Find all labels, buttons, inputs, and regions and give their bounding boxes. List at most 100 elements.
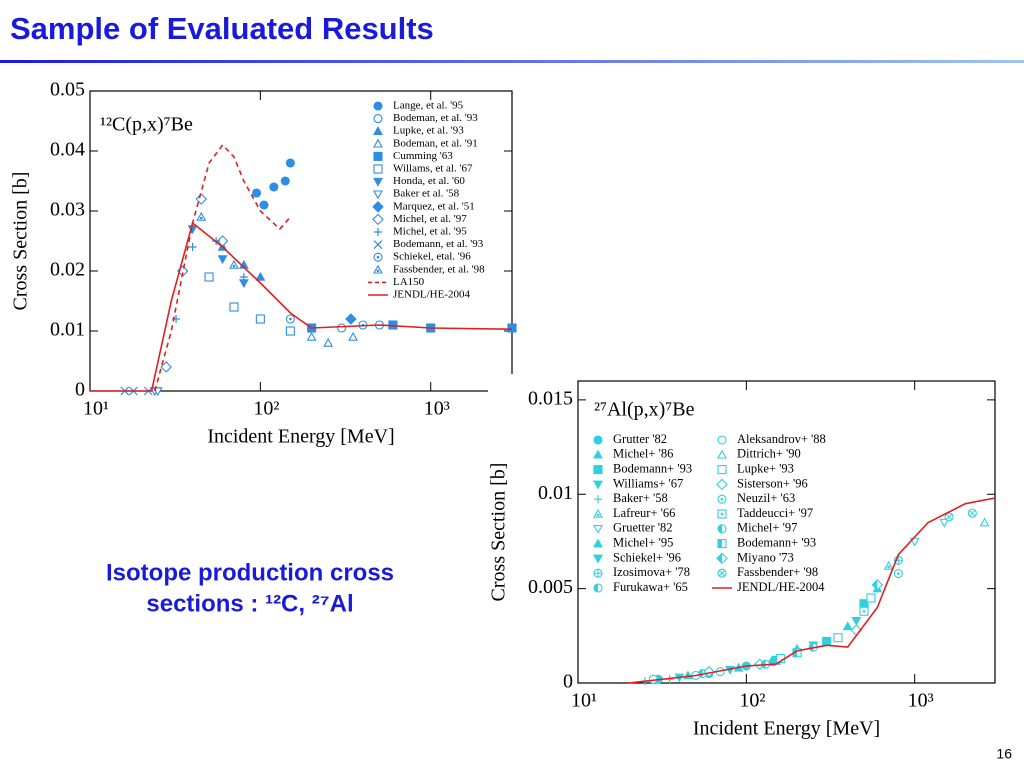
legend-label: Schiekel+ '96 — [613, 550, 681, 564]
caption-line: Isotope production cross — [106, 559, 394, 586]
marker-shape — [199, 216, 203, 220]
legend-label: Bodeman, et al. '93 — [393, 112, 478, 124]
legend-label: Izosimova+ '78 — [613, 565, 690, 579]
legend-swatch — [373, 164, 383, 174]
x-tick-label: 10² — [253, 398, 279, 420]
marker-shape — [594, 495, 602, 504]
legend-swatch — [374, 228, 382, 236]
x-tick-label: 10¹ — [571, 690, 597, 712]
x-tick-label: 10¹ — [83, 398, 109, 420]
data-point — [306, 331, 317, 341]
legend-swatch — [593, 435, 603, 445]
marker-shape — [217, 255, 228, 265]
data-point — [269, 182, 279, 192]
marker-shape — [289, 317, 292, 321]
marker-shape — [255, 271, 266, 281]
marker-shape — [716, 478, 728, 491]
legend-swatch — [593, 554, 603, 564]
marker-shape — [866, 593, 876, 603]
marker-shape — [851, 616, 862, 626]
marker-shape — [373, 190, 383, 200]
marker-shape — [594, 584, 598, 592]
marker-shape — [376, 269, 380, 273]
marker-shape — [717, 553, 722, 564]
marker-shape — [822, 636, 832, 647]
legend-swatch — [594, 495, 602, 504]
marker-shape — [239, 273, 248, 281]
chart-background — [488, 374, 1018, 746]
data-point — [893, 568, 903, 579]
legend-swatch — [717, 494, 727, 504]
legend-swatch — [593, 449, 603, 459]
slide-title: Sample of Evaluated Results — [10, 11, 434, 46]
data-point — [967, 508, 977, 518]
plot-frame — [577, 380, 996, 684]
plot-frame — [89, 90, 513, 392]
legend-swatch — [372, 213, 384, 226]
marker-shape — [252, 188, 262, 198]
marker-shape — [718, 570, 726, 577]
y-tick-label: 0.01 — [50, 319, 85, 341]
x-axis-label: Incident Energy [MeV] — [207, 426, 394, 448]
data-point — [871, 579, 884, 591]
y-tick-label: 0.05 — [50, 79, 85, 101]
marker-shape — [593, 508, 603, 518]
marker-shape — [188, 243, 197, 251]
legend-swatch — [717, 465, 727, 475]
marker-shape — [204, 272, 214, 282]
y-tick-label: 0.04 — [50, 139, 85, 161]
marker-shape — [593, 449, 603, 459]
title-rule — [0, 60, 1024, 63]
marker-shape — [229, 302, 239, 312]
marker-shape — [285, 158, 295, 168]
data-point — [160, 361, 172, 373]
legend-swatch — [373, 151, 383, 161]
marker-shape — [593, 465, 603, 475]
data-point — [239, 273, 248, 281]
legend-swatch — [593, 465, 603, 475]
marker-shape — [373, 151, 383, 161]
legend-label: Schiekel, etal. '96 — [393, 251, 471, 263]
data-point — [507, 323, 517, 333]
marker-shape — [594, 569, 602, 578]
charts: 0 0.01 0.02 0.03 0.04 0.05 10¹ 10² 10³ Incident E… — [10, 79, 1018, 746]
legend-swatch — [373, 126, 383, 135]
data-point — [842, 621, 853, 631]
data-point — [280, 176, 290, 186]
legend-label: Baker et al. '58 — [393, 188, 460, 200]
marker-shape — [160, 361, 172, 373]
legend-label: Fassbender, et al. '98 — [393, 263, 485, 275]
y-axis-label: Cross Section [b] — [10, 172, 32, 311]
legend-label: Honda, et al. '60 — [393, 175, 465, 187]
legend-label: Dittrich+ '90 — [737, 447, 801, 461]
series-line — [90, 221, 513, 392]
y-tick-label: 0.005 — [528, 576, 573, 598]
legend-label: Michel, et al. '95 — [393, 226, 467, 238]
series-line — [628, 497, 996, 684]
data-point — [229, 302, 239, 312]
marker-shape — [373, 164, 383, 174]
marker-shape — [376, 255, 380, 259]
data-point — [196, 211, 207, 221]
marker-shape — [337, 323, 347, 333]
marker-shape — [833, 633, 843, 643]
legend-label: Furukawa+ '65 — [613, 580, 688, 594]
y-tick-label: 0 — [563, 671, 573, 693]
marker-shape — [897, 572, 900, 575]
legend-label: Michel+ '97 — [737, 521, 797, 535]
marker-shape — [373, 177, 383, 187]
marker-shape — [862, 609, 866, 613]
legend-label: Cumming '63 — [393, 150, 453, 162]
marker-shape — [195, 193, 208, 205]
y-tick-label: 0.02 — [50, 259, 85, 281]
x-tick-label: 10³ — [908, 690, 934, 712]
data-point — [859, 606, 869, 616]
marker-shape — [717, 449, 727, 459]
marker-shape — [259, 200, 269, 210]
legend-swatch — [717, 509, 727, 519]
legend-label: Taddeucci+ '97 — [737, 506, 813, 520]
legend-label: Bodemann, et al. '93 — [393, 238, 484, 250]
marker-shape — [269, 182, 279, 192]
legend-label: Lange, et al. '95 — [393, 100, 464, 112]
